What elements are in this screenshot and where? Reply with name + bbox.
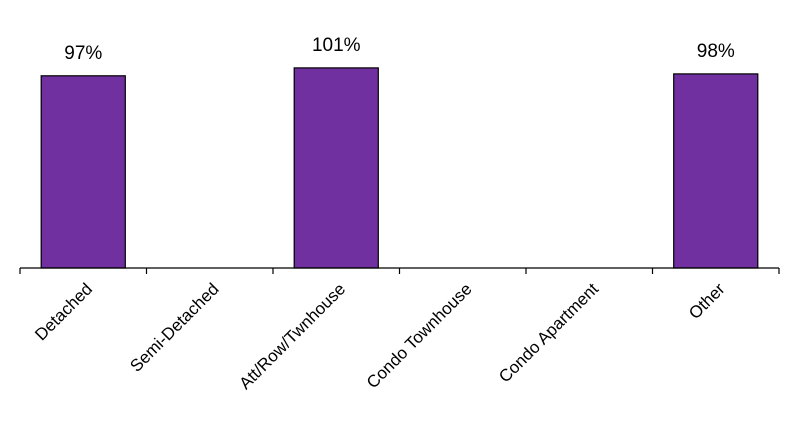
bar-other (673, 73, 759, 269)
x-tick-label: Condo Townhouse (363, 279, 476, 392)
x-tick-label: Semi-Detached (126, 279, 222, 375)
x-tick-label: Att/Row/Twnhouse (235, 279, 349, 393)
bar-att-row-twnhouse (293, 67, 379, 269)
data-labels-layer: 97% 101% 98% (64, 35, 735, 64)
bars-layer (40, 67, 759, 269)
data-label: 101% (312, 35, 361, 56)
data-label: 98% (697, 41, 735, 62)
x-tick-label: Detached (31, 279, 96, 344)
data-label: 97% (64, 43, 102, 64)
x-axis (19, 267, 780, 274)
x-tick-label: Condo Apartment (495, 279, 602, 386)
bar-detached (40, 75, 126, 269)
x-tick-label: Other (685, 279, 729, 323)
x-tick-labels: Detached Semi-Detached Att/Row/Twnhouse Con… (31, 279, 729, 393)
